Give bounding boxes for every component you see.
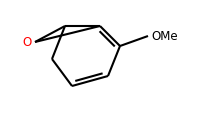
Text: O: O	[22, 35, 32, 48]
Text: OMe: OMe	[151, 30, 178, 43]
